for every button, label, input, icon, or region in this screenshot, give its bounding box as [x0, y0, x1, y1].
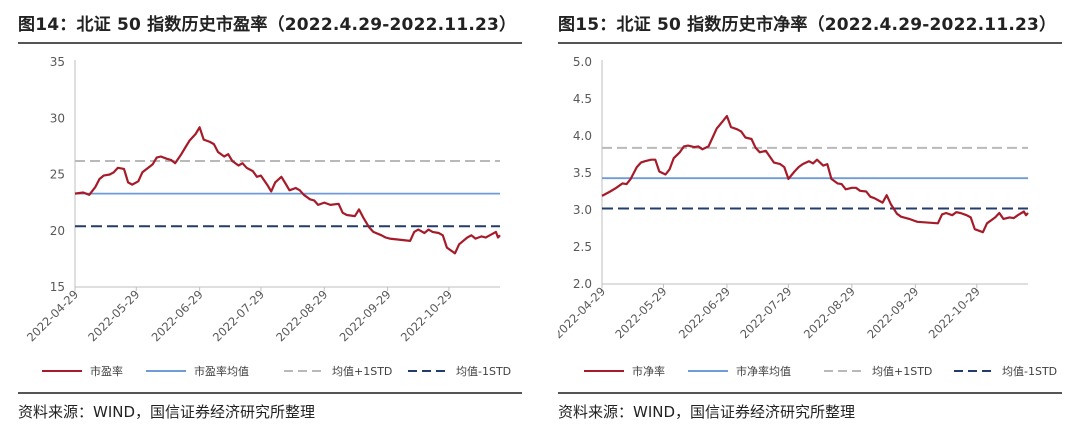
y-tick-label: 30 — [50, 111, 65, 125]
source-note: 资料来源：WIND，国信证券经济研究所整理 — [558, 403, 856, 421]
y-tick-label: 3.0 — [573, 203, 592, 217]
source-note: 资料来源：WIND，国信证券经济研究所整理 — [18, 403, 316, 421]
chart-title: 图14：北证 50 指数历史市盈率（2022.4.29-2022.11.23） — [18, 15, 517, 35]
legend-label: 均值+1STD — [332, 365, 392, 378]
series-line — [74, 126, 501, 255]
y-tick-label: 4.5 — [573, 92, 592, 106]
y-tick-label: 20 — [50, 224, 65, 238]
chart-panel-pe: 图14：北证 50 指数历史市盈率（2022.4.29-2022.11.23） … — [18, 0, 538, 433]
legend-label: 均值+1STD — [872, 365, 932, 378]
y-tick-label: 5.0 — [573, 55, 592, 69]
chart-title: 图15：北证 50 指数历史市净率（2022.4.29-2022.11.23） — [558, 15, 1057, 35]
y-tick-label: 2.0 — [573, 277, 592, 291]
x-tick-label: 2022-05-29 — [85, 287, 142, 344]
x-tick-label: 2022-04-29 — [24, 287, 81, 344]
title-divider — [558, 42, 1062, 44]
x-tick-label: 2022-06-29 — [149, 287, 206, 344]
legend-label: 均值-1STD — [1002, 365, 1057, 378]
source-divider — [18, 392, 522, 394]
x-tick-label: 2022-08-29 — [273, 287, 330, 344]
y-tick-label: 15 — [50, 280, 65, 294]
x-tick-label: 2022-05-29 — [612, 284, 669, 341]
x-tick-label: 2022-09-29 — [864, 284, 921, 341]
y-tick-label: 4.0 — [573, 129, 592, 143]
series-line — [601, 114, 1029, 234]
y-tick-label: 35 — [50, 55, 65, 69]
x-tick-label: 2022-04-29 — [558, 284, 608, 341]
x-tick-label: 2022-10-29 — [398, 287, 455, 344]
pe-line-chart: 15 20 25 30 35 2022-04-29 2022-05-29 2022-06-29… — [24, 55, 511, 378]
x-tick-label: 2022-08-29 — [801, 284, 858, 341]
legend-label: 市盈率均值 — [194, 364, 249, 378]
title-divider — [18, 42, 522, 44]
legend-label: 均值-1STD — [456, 365, 511, 378]
x-tick-label: 2022-07-29 — [737, 284, 794, 341]
x-tick-label: 2022-10-29 — [926, 284, 983, 341]
pb-line-chart: 2.0 2.5 3.0 3.5 4.0 4.5 5.0 2022-04-29 2022-05-2… — [558, 55, 1057, 378]
source-divider — [558, 392, 1062, 394]
legend-label: 市盈率 — [90, 364, 123, 378]
y-tick-label: 2.5 — [573, 240, 592, 254]
x-tick-label: 2022-06-29 — [676, 284, 733, 341]
y-tick-label: 25 — [50, 168, 65, 182]
legend-label: 市净率 — [632, 364, 665, 378]
x-tick-label: 2022-09-29 — [337, 287, 394, 344]
x-tick-label: 2022-07-29 — [210, 287, 267, 344]
y-tick-label: 3.5 — [573, 166, 592, 180]
legend-label: 市净率均值 — [736, 364, 791, 378]
chart-panel-pb: 图15：北证 50 指数历史市净率（2022.4.29-2022.11.23） … — [558, 0, 1078, 433]
